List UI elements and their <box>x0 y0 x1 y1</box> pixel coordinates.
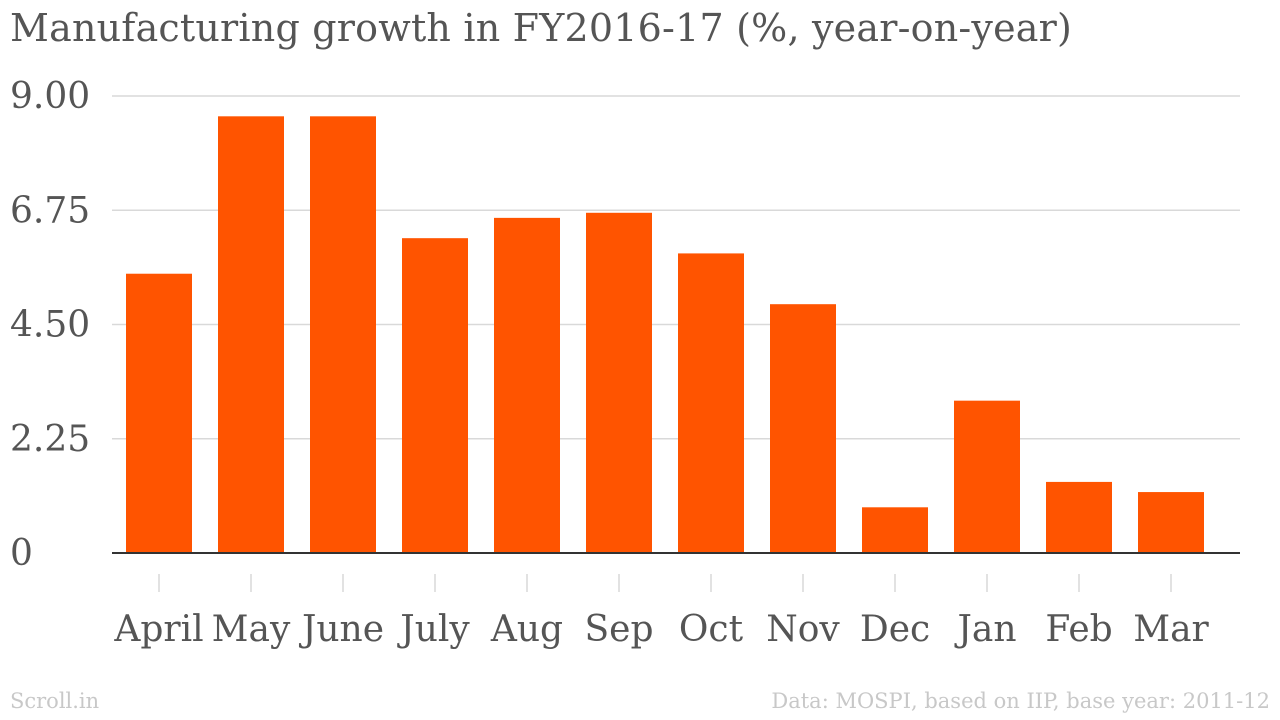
y-tick-label: 6.75 <box>10 190 90 231</box>
bar-aug <box>494 217 560 553</box>
x-tick-label-july: July <box>396 609 470 650</box>
bar-feb <box>1046 481 1112 553</box>
x-tick-label-feb: Feb <box>1045 609 1112 650</box>
x-tick-label-jan: Jan <box>953 609 1016 650</box>
x-tick-label-mar: Mar <box>1133 609 1209 650</box>
y-tick-label: 9.00 <box>10 76 90 117</box>
data-source-note: Data: MOSPI, based on IIP, base year: 20… <box>771 689 1270 713</box>
bar-mar <box>1138 492 1204 553</box>
chart-title: Manufacturing growth in FY2016-17 (%, ye… <box>10 6 1073 50</box>
bar-may <box>218 116 284 554</box>
x-tick-label-oct: Oct <box>679 609 744 650</box>
bars <box>126 116 1204 554</box>
y-tick-label: 2.25 <box>10 419 90 460</box>
bar-oct <box>678 253 744 553</box>
y-tick-label: 4.50 <box>10 305 90 346</box>
x-tick-label-dec: Dec <box>860 609 930 650</box>
bar-sep <box>586 212 652 554</box>
bar-april <box>126 273 192 553</box>
bar-july <box>402 238 468 553</box>
x-tick-label-may: May <box>212 609 291 650</box>
bar-dec <box>862 507 928 553</box>
x-tick-label-nov: Nov <box>766 609 840 650</box>
source-brand: Scroll.in <box>10 689 100 713</box>
bar-jan <box>954 400 1020 553</box>
y-axis-tick-labels: 0 2.25 4.50 6.75 9.00 <box>10 76 90 574</box>
x-tick-label-april: April <box>113 609 203 650</box>
gridlines <box>112 95 1240 440</box>
y-tick-label: 0 <box>10 533 33 574</box>
bar-june <box>310 116 376 554</box>
x-tick-label-june: June <box>298 609 384 650</box>
bar-nov <box>770 304 836 553</box>
x-tick-label-sep: Sep <box>584 609 653 650</box>
x-axis: April May June July Aug Sep Oct Nov Dec Jan Feb Mar <box>112 552 1240 650</box>
x-tick-label-aug: Aug <box>490 609 563 650</box>
